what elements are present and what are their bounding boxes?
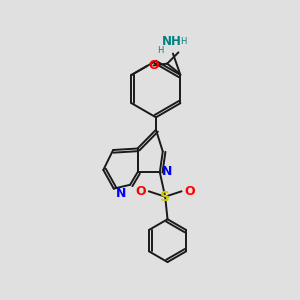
Text: H: H xyxy=(157,46,163,55)
Text: O: O xyxy=(149,59,159,72)
Text: N: N xyxy=(116,187,127,200)
Text: O: O xyxy=(136,185,146,198)
Text: O: O xyxy=(184,185,194,198)
Text: NH: NH xyxy=(161,35,182,48)
Text: H: H xyxy=(180,37,187,46)
Text: S: S xyxy=(160,190,170,204)
Text: N: N xyxy=(162,165,172,178)
